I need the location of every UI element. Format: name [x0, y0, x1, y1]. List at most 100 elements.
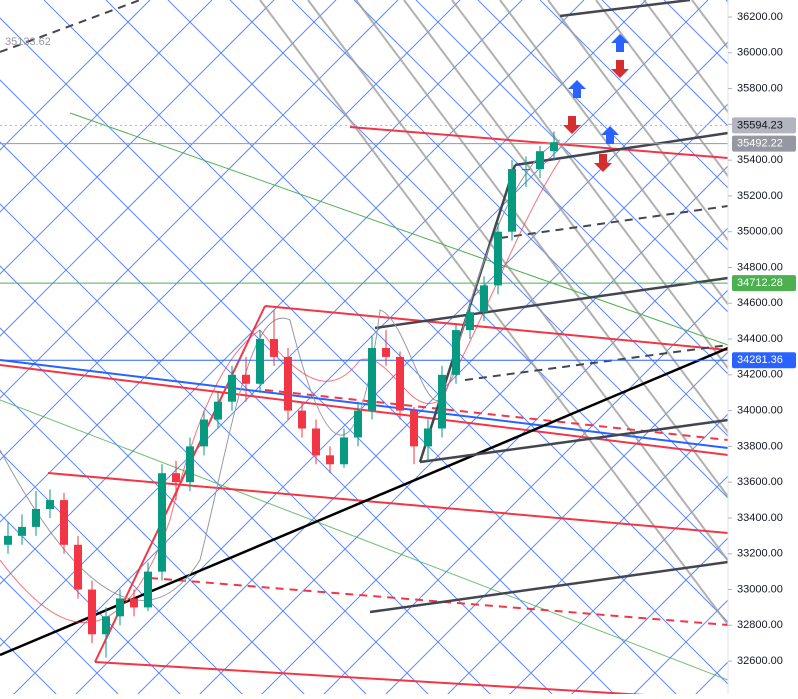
candle-body: [382, 347, 390, 357]
y-tick-label: 35200.00: [737, 190, 783, 202]
candle-body: [326, 455, 334, 465]
red-line: [264, 305, 728, 351]
grid-line-diag: [385, 351, 728, 694]
grid-line-diag: [571, 537, 728, 694]
candle-body: [4, 535, 12, 545]
candle-body: [74, 544, 82, 590]
candles: [4, 131, 558, 658]
candle-body: [312, 428, 320, 456]
dark-dash: [0, 0, 141, 53]
fan-line: [403, 0, 728, 435]
candle-body: [18, 526, 26, 536]
fan-line: [355, 0, 728, 499]
grid-line-diag: [0, 0, 461, 461]
buy-arrow: [611, 34, 629, 52]
grid-line-diag: [0, 513, 181, 694]
candle-body: [494, 231, 502, 286]
candle-body: [186, 446, 194, 483]
candle-body: [368, 347, 376, 411]
grid-line-diag: [75, 41, 728, 694]
signals: [563, 34, 629, 172]
red-line: [349, 126, 728, 159]
dark-line: [514, 131, 728, 167]
y-tick-label: 34600.00: [737, 297, 783, 309]
candle-body: [522, 169, 530, 171]
grid-line-diag: [0, 0, 585, 585]
grid-line-diag: [477, 0, 728, 251]
dark-dash: [464, 344, 728, 381]
grid-line-diag: [353, 0, 728, 375]
sell-arrow: [563, 116, 581, 134]
y-tick-label: 32800.00: [737, 619, 783, 631]
candle-body: [480, 285, 488, 313]
red-line: [0, 364, 728, 456]
candle-body: [298, 410, 306, 429]
grid-line-diag: [323, 289, 728, 694]
grid-line-diag: [0, 265, 429, 694]
dark-dash: [499, 205, 728, 239]
candle-body: [284, 356, 292, 411]
moving-average: [0, 159, 561, 623]
annotation: 35133.62: [5, 36, 51, 48]
y-tick-label: 33000.00: [737, 583, 783, 595]
grid-line-diag: [0, 0, 647, 647]
candle-body: [102, 616, 110, 635]
candle-body: [508, 169, 516, 232]
grid-line-diag: [0, 389, 305, 694]
candle-body: [172, 473, 180, 483]
dark-line: [419, 418, 728, 464]
candle-body: [228, 374, 236, 402]
candle-body: [158, 473, 166, 572]
red-dash: [264, 389, 728, 441]
blue-line: [0, 359, 728, 449]
candle-body: [354, 410, 362, 438]
dark-line: [369, 560, 728, 614]
buy-arrow: [601, 126, 619, 144]
y-tick-label: 35000.00: [737, 226, 783, 238]
price-label: 35594.23: [737, 119, 783, 131]
fan-line: [307, 0, 728, 563]
trend-line: [69, 112, 728, 346]
candle-body: [452, 330, 460, 375]
grid-line-diag: [167, 0, 728, 561]
red-dash: [149, 577, 728, 626]
candle-body: [130, 598, 138, 608]
candle-body: [340, 437, 348, 465]
y-tick-label: 35400.00: [737, 154, 783, 166]
price-label-box: [732, 135, 796, 152]
dark-line: [374, 276, 728, 330]
grid-line-diag: [0, 17, 677, 694]
price-axis: 32600.00 32800.00 33000.00 33200.00 33400.00…: [727, 0, 798, 694]
grid-line-diag: [447, 413, 728, 694]
candle-body: [60, 500, 68, 545]
candle-body: [214, 401, 222, 420]
grid-line-diag: [137, 103, 728, 694]
price-label: 35492.22: [737, 138, 783, 150]
y-tick-label: 32600.00: [737, 655, 783, 667]
candle-body: [536, 151, 544, 170]
grid-line-diag: [509, 475, 728, 694]
sell-arrow: [611, 60, 629, 78]
y-tick-label: 34200.00: [737, 369, 783, 381]
candle-body: [242, 374, 250, 384]
price-label: 34281.36: [737, 354, 783, 366]
candle-body: [438, 374, 446, 429]
candle-body: [410, 410, 418, 447]
grid-line-diag: [0, 0, 213, 213]
y-tick-label: 36200.00: [737, 11, 783, 23]
fan-line: [451, 0, 728, 371]
grid-line-diag: [261, 227, 728, 694]
fan-line: [547, 0, 728, 242]
grid-line-diag: [199, 165, 728, 694]
grid-line-diag: [0, 0, 275, 275]
candle-body: [270, 339, 278, 357]
candle-body: [200, 419, 208, 447]
grid-line-diag: [601, 0, 728, 127]
price-label-box: [732, 117, 796, 134]
grid-line-diag: [0, 141, 553, 694]
price-label: 34712.28: [737, 277, 783, 289]
candle-body: [116, 598, 124, 617]
